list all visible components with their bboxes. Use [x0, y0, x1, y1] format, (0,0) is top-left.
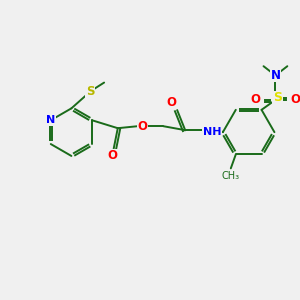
Text: O: O [166, 96, 176, 109]
Text: O: O [138, 120, 148, 133]
Text: NH: NH [203, 127, 221, 137]
Text: O: O [108, 149, 118, 162]
Text: S: S [273, 92, 282, 104]
Text: S: S [86, 85, 94, 98]
Text: O: O [250, 93, 261, 106]
Text: N: N [270, 69, 280, 82]
Text: CH₃: CH₃ [222, 171, 240, 181]
Text: O: O [290, 93, 300, 106]
Text: N: N [46, 115, 56, 125]
